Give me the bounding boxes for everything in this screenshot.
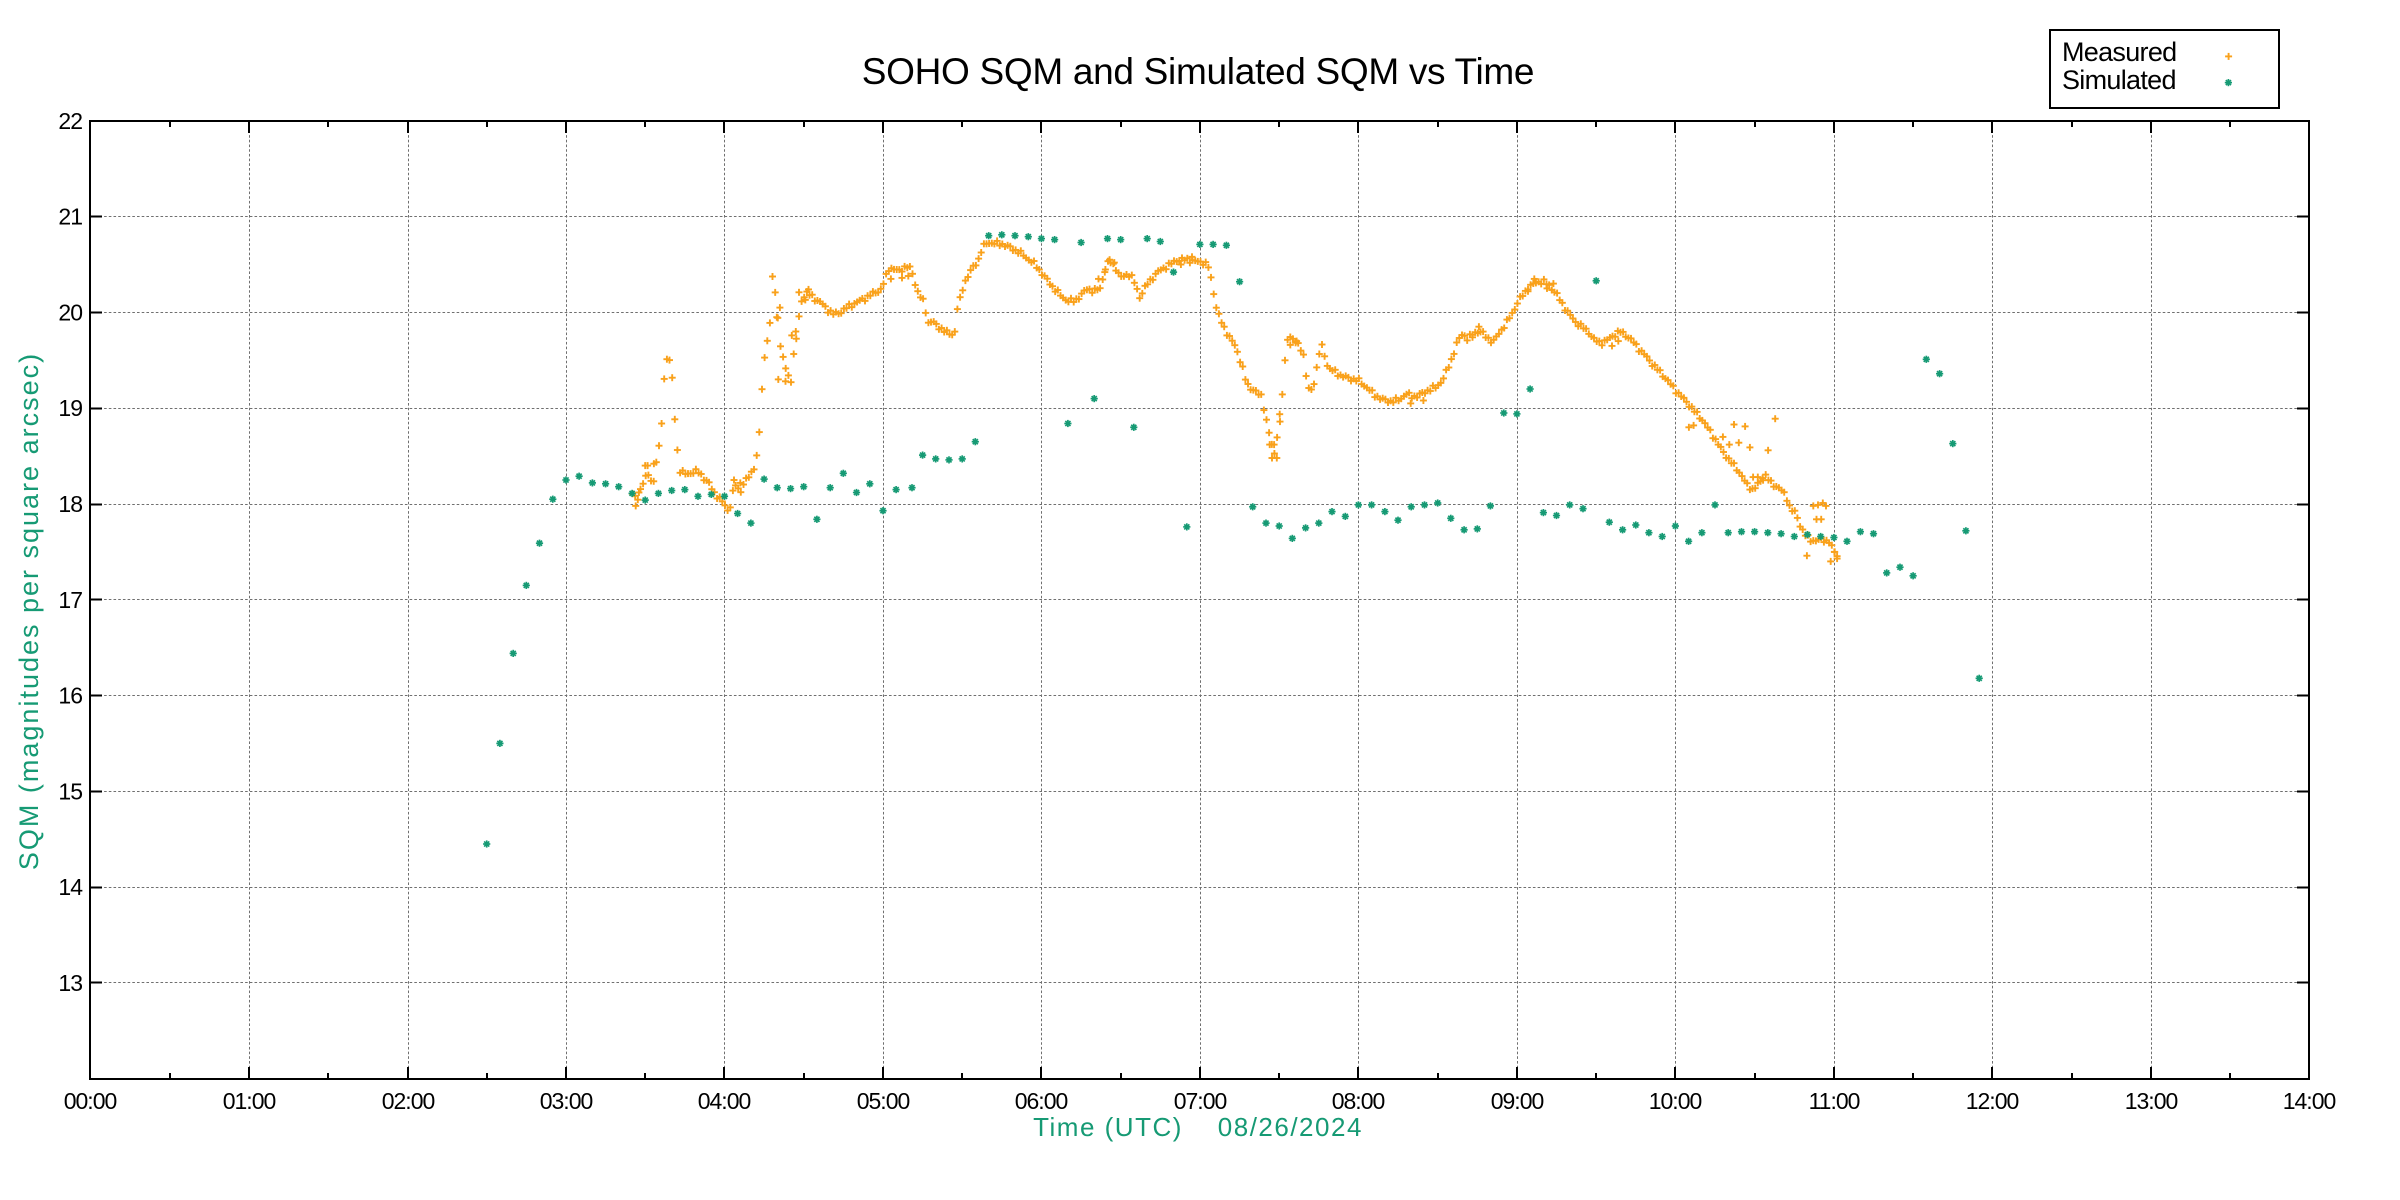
- svg-text:13: 13: [58, 970, 82, 996]
- svg-text:12:00: 12:00: [1966, 1088, 2019, 1114]
- svg-text:11:00: 11:00: [1809, 1088, 1860, 1114]
- svg-text:06:00: 06:00: [1015, 1088, 1068, 1114]
- svg-text:18: 18: [58, 491, 82, 517]
- svg-text:SQM (magnitudes per square arc: SQM (magnitudes per square arcsec): [14, 352, 44, 870]
- svg-text:16: 16: [58, 683, 82, 709]
- svg-text:02:00: 02:00: [382, 1088, 435, 1114]
- svg-text:13:00: 13:00: [2125, 1088, 2178, 1114]
- svg-text:14:00: 14:00: [2283, 1088, 2336, 1114]
- svg-text:17: 17: [58, 587, 82, 613]
- svg-text:01:00: 01:00: [223, 1088, 276, 1114]
- svg-text:15: 15: [58, 778, 82, 804]
- svg-text:08:00: 08:00: [1332, 1088, 1385, 1114]
- svg-text:00:00: 00:00: [64, 1088, 117, 1114]
- svg-text:03:00: 03:00: [540, 1088, 593, 1114]
- svg-text:22: 22: [58, 108, 82, 134]
- svg-text:05:00: 05:00: [857, 1088, 910, 1114]
- svg-text:Simulated: Simulated: [2062, 65, 2176, 95]
- svg-text:14: 14: [58, 874, 83, 900]
- svg-text:19: 19: [58, 395, 82, 421]
- svg-text:09:00: 09:00: [1491, 1088, 1544, 1114]
- svg-text:10:00: 10:00: [1649, 1088, 1702, 1114]
- svg-text:Measured: Measured: [2062, 37, 2176, 67]
- svg-text:20: 20: [58, 299, 82, 325]
- svg-text:04:00: 04:00: [698, 1088, 751, 1114]
- svg-text:Time (UTC) 08/26/2024: Time (UTC) 08/26/2024: [1033, 1112, 1363, 1142]
- svg-text:SOHO SQM and Simulated SQM vs: SOHO SQM and Simulated SQM vs Time: [862, 51, 1534, 92]
- svg-text:21: 21: [58, 204, 82, 230]
- svg-text:07:00: 07:00: [1174, 1088, 1227, 1114]
